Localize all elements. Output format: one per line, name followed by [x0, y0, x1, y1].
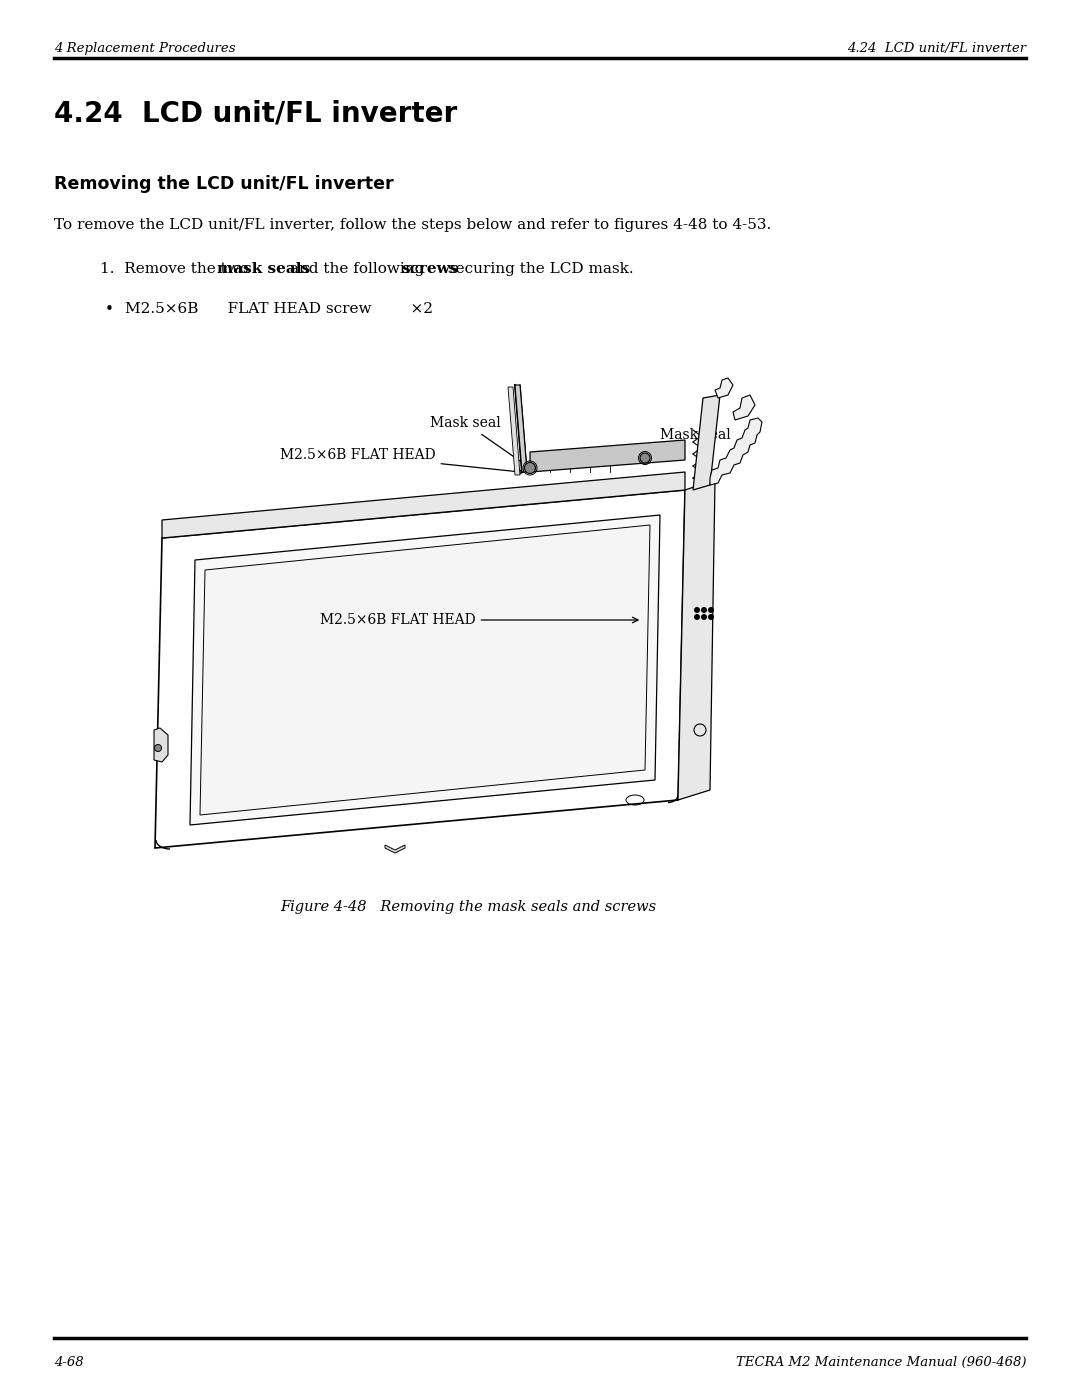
Text: Mask seal: Mask seal	[657, 427, 731, 455]
Circle shape	[701, 615, 707, 620]
Polygon shape	[508, 387, 519, 475]
Text: 4.24  LCD unit/FL inverter: 4.24 LCD unit/FL inverter	[54, 101, 457, 129]
Circle shape	[154, 745, 162, 752]
Text: M2.5×6B FLAT HEAD: M2.5×6B FLAT HEAD	[320, 613, 638, 627]
Polygon shape	[678, 481, 715, 800]
Polygon shape	[200, 525, 650, 814]
Circle shape	[525, 462, 536, 474]
Text: 4 Replacement Procedures: 4 Replacement Procedures	[54, 42, 235, 54]
Text: 4-68: 4-68	[54, 1356, 83, 1369]
Text: Mask seal: Mask seal	[430, 416, 527, 465]
Text: and the following: and the following	[285, 263, 429, 277]
Polygon shape	[710, 418, 762, 485]
Circle shape	[694, 615, 700, 620]
Text: TECRA M2 Maintenance Manual (960-468): TECRA M2 Maintenance Manual (960-468)	[735, 1356, 1026, 1369]
Polygon shape	[190, 515, 660, 826]
Polygon shape	[162, 472, 685, 538]
Text: Figure 4-48   Removing the mask seals and screws: Figure 4-48 Removing the mask seals and …	[280, 900, 657, 914]
Text: 1.  Remove the two: 1. Remove the two	[100, 263, 254, 277]
Text: Removing the LCD unit/FL inverter: Removing the LCD unit/FL inverter	[54, 175, 393, 193]
Text: screws: screws	[402, 263, 459, 277]
Polygon shape	[530, 440, 685, 472]
Polygon shape	[693, 395, 720, 490]
Text: M2.5×6B      FLAT HEAD screw        ×2: M2.5×6B FLAT HEAD screw ×2	[125, 302, 433, 316]
Circle shape	[701, 608, 707, 613]
Circle shape	[694, 608, 700, 613]
Text: 4.24  LCD unit/FL inverter: 4.24 LCD unit/FL inverter	[847, 42, 1026, 54]
Polygon shape	[156, 490, 685, 848]
Text: M2.5×6B FLAT HEAD: M2.5×6B FLAT HEAD	[280, 448, 523, 475]
Circle shape	[640, 453, 650, 462]
Circle shape	[708, 608, 714, 613]
Polygon shape	[715, 379, 733, 398]
Circle shape	[708, 615, 714, 620]
Polygon shape	[384, 845, 405, 854]
Text: To remove the LCD unit/FL inverter, follow the steps below and refer to figures : To remove the LCD unit/FL inverter, foll…	[54, 218, 771, 232]
Text: securing the LCD mask.: securing the LCD mask.	[443, 263, 633, 277]
Text: •: •	[105, 302, 113, 317]
Text: mask seals: mask seals	[217, 263, 310, 277]
Polygon shape	[154, 728, 168, 761]
Polygon shape	[515, 386, 527, 472]
Polygon shape	[733, 395, 755, 420]
